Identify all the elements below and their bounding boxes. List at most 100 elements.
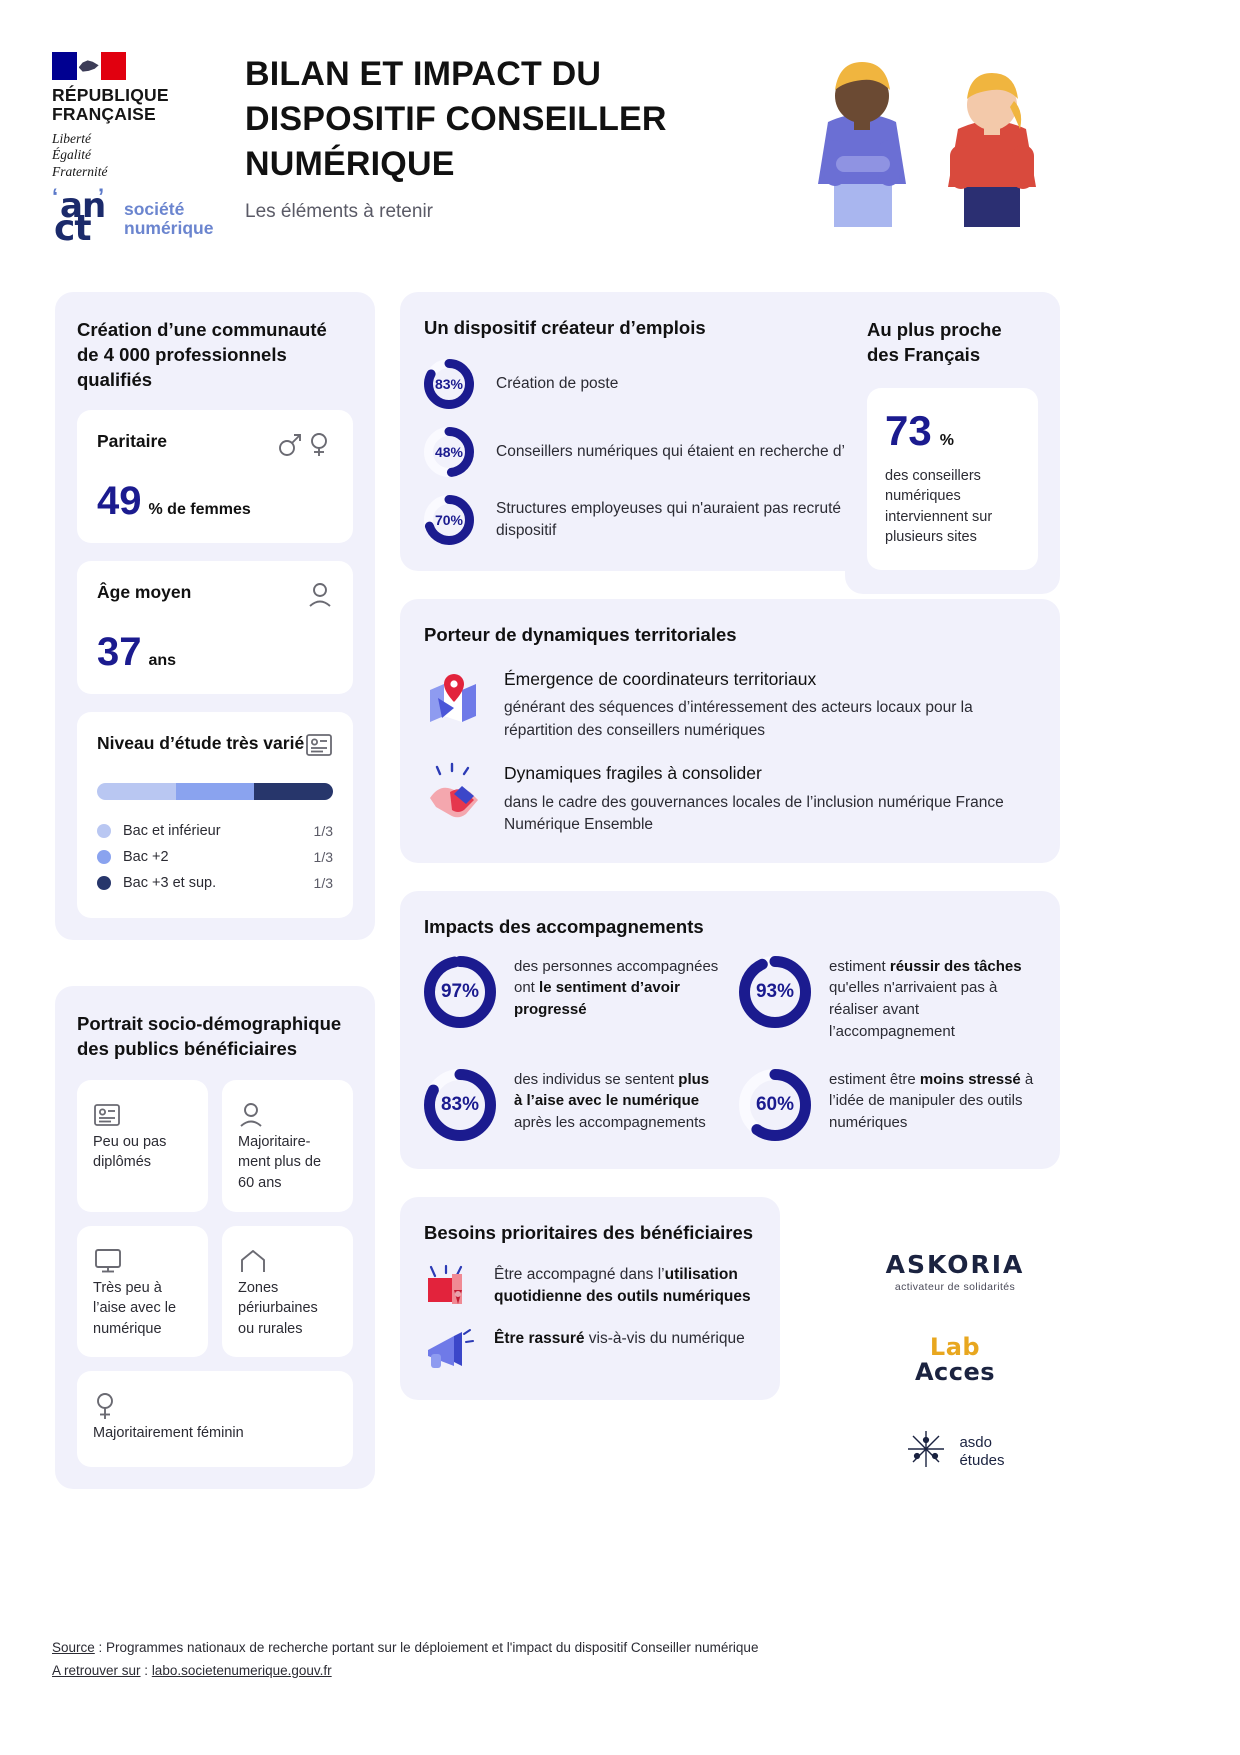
proche-card: Au plus proche des Français 73 % des con… [845, 292, 1060, 594]
donut-value: 97% [440, 980, 480, 1002]
portrait-tiles: Peu ou pas diplômés Majoritaire-ment plus… [77, 1079, 353, 1468]
impacts-title: Impacts des accompagnements [424, 915, 704, 937]
impact-text: des individus se sentent plus à l’aise a… [514, 1070, 710, 1132]
portrait-tile: Majoritaire-ment plus de 60 ans [222, 1079, 353, 1212]
education-legend-row: Bac et inférieur 1/3 [97, 818, 333, 844]
donut-chart: 70% [424, 494, 474, 545]
title-block: BILAN ET IMPACT DU DISPOSITIF CONSEILLER… [245, 52, 785, 223]
donut-value: 48% [434, 443, 464, 460]
impact-cell: 97% des personnes accompagnées ont le sen… [424, 955, 721, 1043]
footer: Source : Programmes nationaux de recherc… [52, 1640, 1192, 1686]
portrait-tile-text: Zones périurbaines ou rurales [238, 1279, 318, 1337]
left-column: Création d’une communauté de 4 000 profe… [55, 292, 375, 1490]
anct-quote-right: ’ [98, 184, 105, 209]
education-label: Niveau d’étude très varié [97, 733, 305, 754]
besoin-item: Être rassuré vis-à-vis du numérique [424, 1328, 756, 1374]
legend-value: 1/3 [313, 875, 333, 892]
education-card: Niveau d’étude très varié B [77, 712, 353, 919]
education-legend: Bac et inférieur 1/3 Bac +2 1/3 Bac +3 et su… [97, 818, 333, 896]
map-pin-icon [424, 668, 482, 726]
person-icon [238, 1098, 337, 1132]
legend-label: Bac et inférieur [123, 823, 221, 840]
donut-chart: 60% [739, 1068, 811, 1141]
donut-value: 70% [434, 511, 464, 528]
anct-mark-icon: ‘ ’ an ct [52, 184, 106, 249]
tools-icon [424, 1264, 474, 1310]
page-title: BILAN ET IMPACT DU DISPOSITIF CONSEILLER… [245, 55, 667, 183]
republique-francaise-logo: RÉPUBLIQUE FRANÇAISE Liberté Égalité Fra… [52, 52, 242, 181]
person-icon [307, 581, 333, 614]
askoria-tagline: activateur de solidarités [894, 1281, 1016, 1293]
territorial-item: Dynamiques fragiles à consolider dans le… [424, 762, 1036, 837]
impact-text: estiment réussir des tâches qu'elles n'a… [829, 957, 1022, 1040]
territorial-item: Émergence de coordinateurs territoriaux … [424, 668, 1036, 743]
parity-unit: % de femmes [148, 501, 251, 519]
age-value: 37 [97, 630, 142, 675]
megaphone-icon [424, 1328, 474, 1374]
partner-logos: ASKORIA activateur de solidarités Lab Ac… [840, 1250, 1070, 1475]
right-column: Au plus proche des Français 73 % des con… [845, 292, 1060, 594]
gender-female-icon [93, 1389, 337, 1423]
republique-title: RÉPUBLIQUE FRANÇAISE [52, 85, 169, 125]
portrait-tile: Peu ou pas diplômés [77, 1079, 208, 1212]
legend-color-dot [97, 824, 111, 839]
territorial-title: Porteur de dynamiques territoriales [424, 623, 737, 645]
community-card: Création d’une communauté de 4 000 profe… [55, 292, 375, 941]
education-stacked-bar [97, 783, 333, 801]
anct-quote-left: ‘ [52, 184, 59, 209]
footer-link-line: A retrouver sur : labo.societenumerique.… [52, 1663, 1192, 1678]
legend-color-dot [97, 850, 111, 865]
id-card-icon [93, 1098, 192, 1132]
donut-value: 60% [755, 1093, 795, 1115]
besoin-item: Être accompagné dans l’utilisation quoti… [424, 1264, 756, 1310]
monitor-icon [93, 1244, 192, 1278]
anct-wordmark: société numérique [124, 198, 214, 238]
askoria-wordmark: ASKORIA [885, 1250, 1025, 1279]
portrait-tile-text: Majoritairement féminin [93, 1425, 244, 1442]
portrait-title: Portrait socio-démographique des publics… [77, 1013, 342, 1060]
anct-societe-numerique-logo: ‘ ’ an ct société numérique [50, 184, 214, 249]
footer-link-label: A retrouver sur [52, 1663, 141, 1678]
legend-value: 1/3 [313, 849, 333, 866]
lab-acces-line-1: Lab [929, 1333, 981, 1361]
education-legend-row: Bac +2 1/3 [97, 844, 333, 870]
portrait-tile-text: Peu ou pas diplômés [93, 1133, 167, 1171]
community-title: Création d’une communauté de 4 000 profe… [77, 319, 327, 390]
asdo-wordmark: asdo études [959, 1433, 1005, 1469]
impact-text: des personnes accompagnées ont le sentim… [514, 957, 719, 1019]
parity-label: Paritaire [97, 431, 168, 452]
portrait-tile: Zones périurbaines ou rurales [222, 1225, 353, 1358]
education-bar-segment [254, 783, 333, 801]
donut-chart: 97% [424, 955, 496, 1028]
portrait-tile: Très peu à l’aise avec le numérique [77, 1225, 208, 1358]
askoria-logo: ASKORIA activateur de solidarités [840, 1250, 1070, 1293]
territorial-card: Porteur de dynamiques territoriales [400, 598, 1060, 863]
gender-male-female-icon [277, 430, 333, 463]
legend-value: 1/3 [313, 823, 333, 840]
education-legend-row: Bac +3 et sup. 1/3 [97, 870, 333, 896]
besoins-title: Besoins prioritaires des bénéficiaires [424, 1221, 754, 1243]
lab-acces-line-2: Acces [914, 1358, 996, 1386]
jobs-title: Un dispositif créateur d’emplois [424, 317, 706, 338]
donut-chart: 83% [424, 358, 474, 409]
page-subtitle: Les éléments à retenir [245, 200, 433, 222]
donut-value: 83% [434, 375, 464, 392]
footer-link-sep: : [140, 1663, 152, 1678]
besoin-text: Être accompagné dans l’utilisation quoti… [494, 1265, 751, 1305]
donut-value: 83% [440, 1093, 480, 1115]
jobs-row: 48% Conseillers numériques qui étaient en… [424, 426, 1036, 477]
donut-chart: 93% [739, 955, 811, 1028]
education-bar-segment [175, 783, 255, 801]
donut-chart: 48% [424, 426, 474, 477]
asdo-star-icon [905, 1428, 947, 1475]
impact-text: estiment être moins stressé à l’idée de … [829, 1070, 1034, 1132]
parity-value: 49 [97, 479, 142, 524]
legend-color-dot [97, 876, 111, 891]
besoin-text: Être rassuré vis-à-vis du numérique [494, 1329, 745, 1347]
legend-label: Bac +2 [123, 849, 169, 866]
proche-text: des conseillers numériques interviennent… [885, 467, 993, 546]
age-unit: ans [148, 652, 177, 670]
age-card: Âge moyen 37 ans [77, 561, 353, 695]
footer-link-url[interactable]: labo.societenumerique.gouv.fr [151, 1663, 332, 1678]
jobs-row-text: Création de poste [496, 374, 619, 392]
